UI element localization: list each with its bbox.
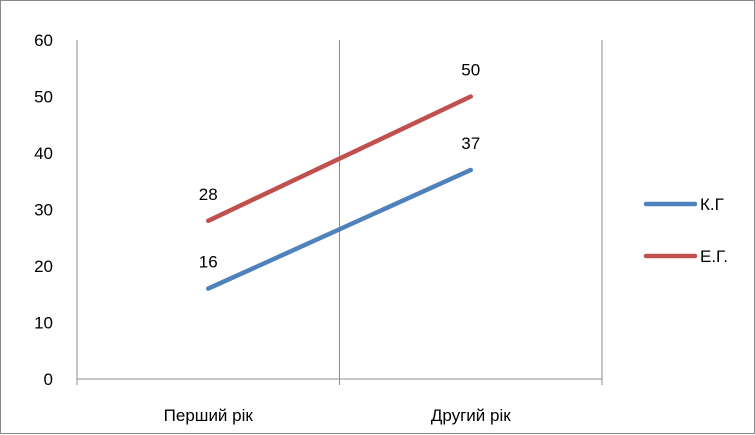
data-label: 37: [461, 134, 480, 153]
x-tick-label: Перший рік: [164, 406, 254, 425]
y-tick-label: 40: [34, 144, 53, 163]
y-tick-label: 30: [34, 201, 53, 220]
axes: 0 10 20 30 40 50 60 Перший рік Другий рік: [34, 31, 602, 425]
x-tick-label: Другий рік: [431, 406, 511, 425]
y-tick-label: 10: [34, 314, 53, 333]
y-tick-label: 0: [44, 370, 53, 389]
y-tick-label: 50: [34, 88, 53, 107]
legend-label: Е.Г.: [700, 247, 728, 266]
gridlines: [77, 40, 602, 379]
data-label: 28: [199, 185, 218, 204]
data-label: 16: [199, 253, 218, 272]
legend-label: К.Г: [700, 195, 724, 214]
legend: К.Г Е.Г.: [646, 195, 728, 266]
y-tick-label: 60: [34, 31, 53, 50]
y-tick-label: 20: [34, 257, 53, 276]
data-label: 50: [461, 61, 480, 80]
